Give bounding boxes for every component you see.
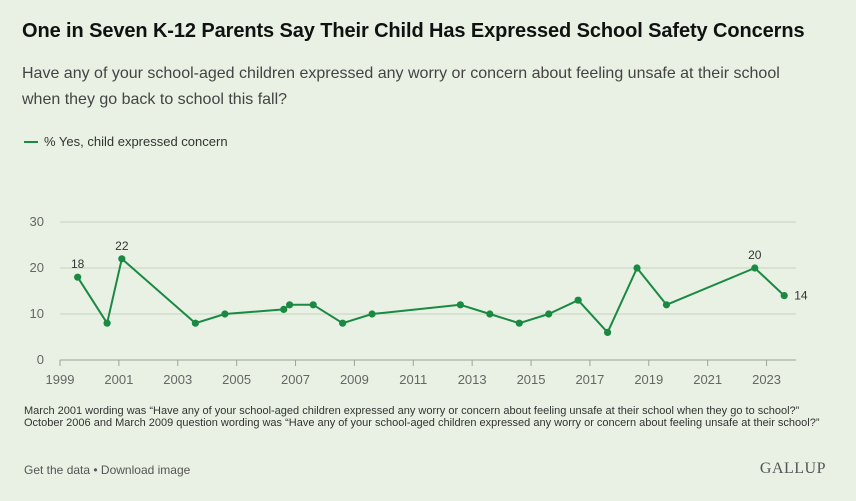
data-point — [221, 310, 229, 318]
data-point — [118, 255, 126, 263]
legend-label: % Yes, child expressed concern — [44, 134, 228, 149]
y-tick-label: 0 — [37, 352, 44, 367]
data-point — [751, 264, 759, 272]
x-tick-label: 2003 — [163, 372, 192, 387]
footer-links: Get the data • Download image — [24, 463, 190, 477]
chart-title: One in Seven K-12 Parents Say Their Chil… — [22, 20, 805, 42]
data-point — [74, 273, 82, 281]
gallup-logo: GALLUP — [759, 460, 826, 477]
x-tick-label: 2007 — [281, 372, 310, 387]
y-tick-label: 20 — [30, 260, 44, 275]
data-point — [545, 310, 553, 318]
data-label: 22 — [115, 239, 129, 253]
get-data-link[interactable]: Get the data — [24, 463, 91, 477]
x-tick-label: 2013 — [458, 372, 487, 387]
footer-separator: • — [90, 463, 101, 477]
data-label: 14 — [794, 289, 808, 303]
data-point — [339, 319, 347, 327]
y-tick-label: 30 — [30, 214, 44, 229]
x-tick-label: 2019 — [634, 372, 663, 387]
x-tick-label: 2001 — [104, 372, 133, 387]
footnote: March 2001 wording was “Have any of your… — [24, 405, 820, 429]
x-tick-label: 2021 — [693, 372, 722, 387]
data-point — [280, 305, 288, 313]
legend: % Yes, child expressed concern — [24, 134, 228, 149]
data-point — [486, 310, 494, 318]
x-tick-label: 2015 — [517, 372, 546, 387]
x-tick-label: 2017 — [575, 372, 604, 387]
data-point — [574, 296, 582, 304]
data-point — [603, 328, 612, 336]
x-tick-label: 2005 — [222, 372, 251, 387]
data-point — [191, 319, 200, 327]
data-point — [780, 292, 788, 300]
data-point — [662, 301, 671, 309]
data-point — [309, 301, 317, 309]
series-line — [76, 257, 785, 334]
y-tick-label: 10 — [30, 306, 44, 321]
data-point — [286, 301, 294, 309]
x-tick-label: 1999 — [46, 372, 75, 387]
data-label: 18 — [71, 257, 85, 271]
download-image-link[interactable]: Download image — [100, 463, 191, 477]
x-tick-label: 2011 — [399, 372, 427, 387]
x-tick-label: 2009 — [340, 372, 369, 387]
data-point — [103, 319, 111, 327]
data-point — [633, 264, 641, 272]
chart-subtitle: Have any of your school-aged children ex… — [22, 65, 780, 108]
data-label: 20 — [748, 248, 762, 262]
legend-swatch — [24, 140, 38, 143]
data-point — [368, 310, 376, 318]
data-point — [515, 319, 523, 327]
x-tick-label: 2023 — [752, 372, 781, 387]
data-point — [456, 301, 464, 309]
line-chart: 0 10 20 30 1999 2001 2003 2005 2007 2009 2011 2013 2… — [30, 214, 808, 387]
